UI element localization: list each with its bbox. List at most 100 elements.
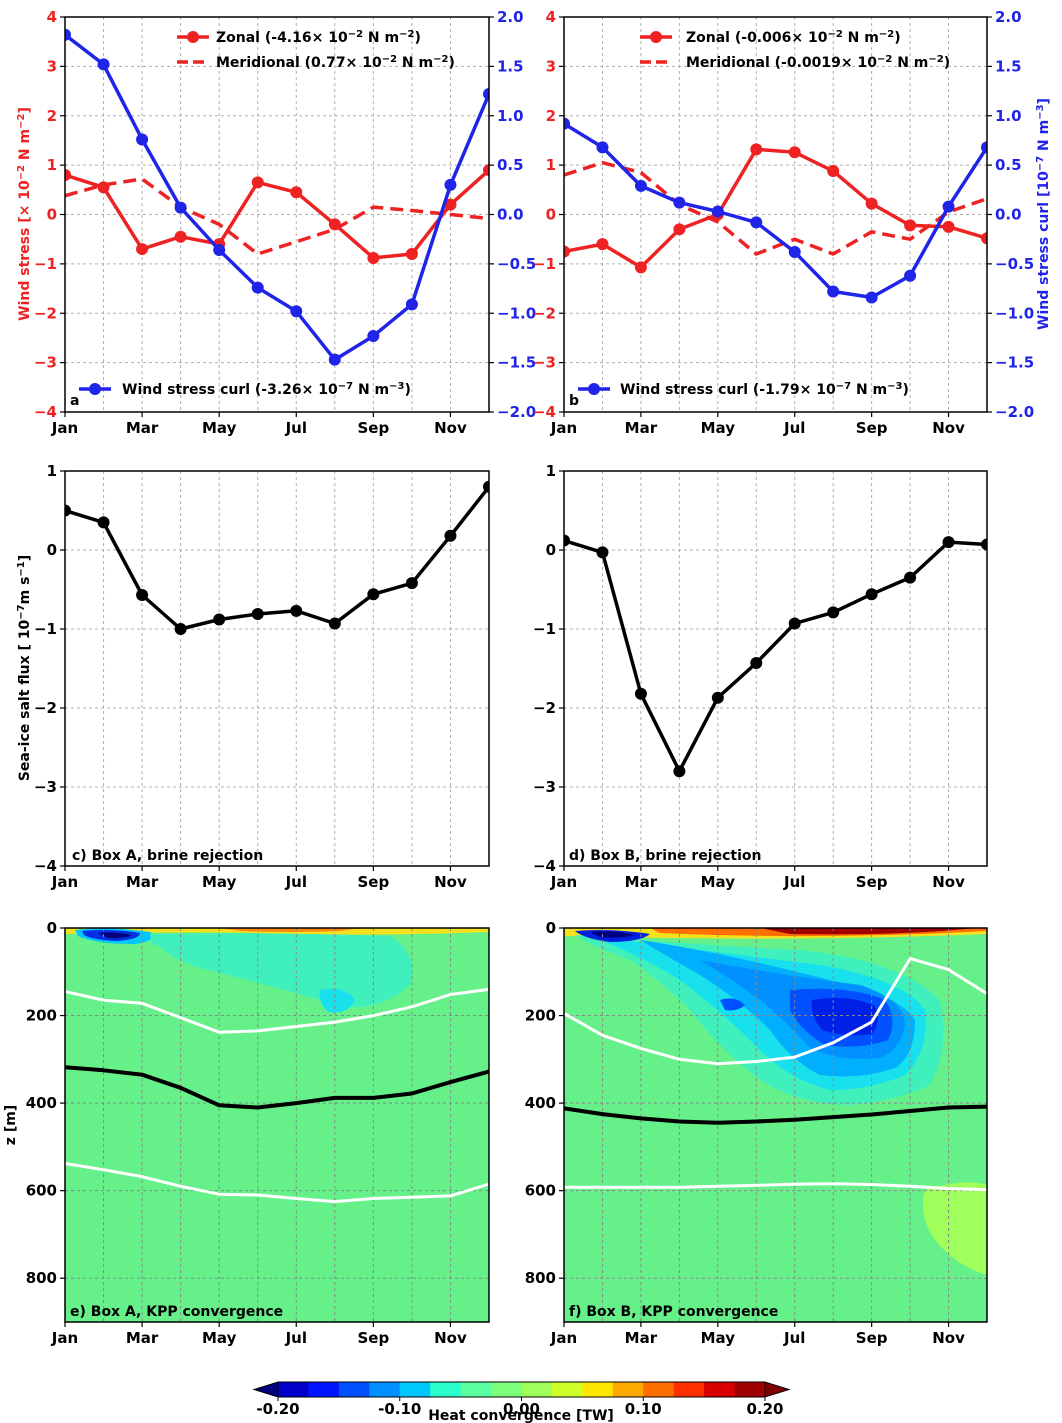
panel-b-label: b [569, 393, 579, 409]
x-tick-label: Mar [625, 1329, 658, 1347]
x-tick-label: Jan [550, 873, 577, 891]
x-tick-label: Jan [51, 419, 78, 437]
y-tick-label: 400 [525, 1094, 556, 1112]
x-tick-label: Jul [783, 1329, 805, 1347]
data-point [673, 765, 686, 778]
data-point [483, 480, 489, 493]
data-point [865, 197, 878, 210]
panel-a-label: a [70, 393, 79, 409]
y-tick-label: −2 [533, 699, 556, 717]
panel-f-kpp-convergence: Jan Mar May Jul Sep Nov 0 200 400 600 800 f) Box B… [525, 919, 988, 1347]
data-point [904, 269, 917, 282]
right-tick-label: 1.0 [995, 107, 1022, 125]
series-line-1 [564, 160, 987, 256]
y-tick-label: 2 [47, 107, 57, 125]
data-point [788, 617, 801, 630]
panel-a-legend-zonal: Zonal (-4.16× 10−2 N m−2) [177, 29, 421, 46]
data-point [634, 261, 647, 274]
x-tick-label: Sep [358, 873, 390, 891]
panel-b-legend-meridional: Meridional (-0.0019× 10−2 N m−2) [640, 54, 950, 71]
x-tick-label: Jul [783, 419, 805, 437]
panel-e-label: e) Box A, KPP convergence [70, 1304, 283, 1320]
data-point [827, 165, 840, 178]
y-tick-label: −3 [34, 354, 57, 372]
data-point [328, 617, 341, 630]
colorbar-cell [704, 1382, 736, 1397]
series-line-0 [65, 168, 489, 260]
panel-b-legend-zonal: Zonal (-0.006× 10−2 N m−2) [640, 29, 901, 46]
panel-a-wind-stress: Jan Mar May Jul Sep Nov 4 3 2 1 0 −1 −2 −3 −4 2.0 1.5 1.0… [16, 8, 536, 437]
x-tick-label: Jul [285, 1329, 307, 1347]
colorbar-tick-label: -0.20 [256, 1400, 299, 1418]
x-tick-label: Jan [51, 1329, 78, 1347]
y-tick-label: −1 [34, 255, 57, 273]
data-point [251, 281, 264, 294]
colorbar-cell [673, 1382, 705, 1397]
colorbar-cell [399, 1382, 431, 1397]
y-tick-label: 200 [26, 1007, 57, 1025]
data-point [788, 246, 801, 259]
svg-text:Zonal (-0.006× 10−2 N m−2): Zonal (-0.006× 10−2 N m−2) [686, 29, 901, 46]
right-tick-label: 2.0 [497, 8, 524, 26]
data-point [942, 220, 955, 233]
colorbar-cell [551, 1382, 583, 1397]
svg-text:Meridional (0.77× 10−2 N m−2): Meridional (0.77× 10−2 N m−2) [216, 54, 455, 71]
colorbar-cell [734, 1382, 766, 1397]
svg-text:Wind stress curl (-3.26× 10−7: Wind stress curl (-3.26× 10−7 N m−3) [122, 381, 411, 398]
colorbar-cell [430, 1382, 462, 1397]
x-tick-label: Nov [932, 419, 965, 437]
panel-e-grid [65, 928, 489, 1322]
right-tick-label: −1.0 [995, 304, 1034, 322]
contour-line-0 [65, 987, 489, 1034]
x-tick-label: May [202, 419, 237, 437]
panel-a-y-axis-label: Wind stress [× 10−2 N m−2] [16, 107, 33, 321]
panel-b-series [564, 117, 987, 304]
series-line-1 [65, 177, 489, 256]
y-tick-label: 1 [546, 156, 556, 174]
colorbar-cell [308, 1382, 340, 1397]
data-point [981, 232, 987, 245]
y-tick-label: −3 [533, 354, 556, 372]
panel-d-ticks: Jan Mar May Jul Sep Nov 1 0 −1 −2 −3 −4 [533, 462, 965, 891]
panel-c-ticks: Jan Mar May Jul Sep Nov 1 0 −1 −2 −3 −4 [34, 462, 467, 891]
data-point [942, 200, 955, 213]
x-tick-label: Jan [550, 1329, 577, 1347]
panel-b-legend-curl: Wind stress curl (-1.79× 10−7 N m−3) [578, 381, 909, 398]
colorbar-extend-high [764, 1381, 791, 1398]
data-point [564, 534, 570, 547]
colorbar-cell [643, 1382, 675, 1397]
x-tick-label: May [701, 1329, 736, 1347]
series-line-0 [564, 147, 987, 270]
series-line-0 [65, 485, 489, 631]
colorbar-cell [491, 1382, 522, 1397]
x-tick-label: Jul [285, 419, 307, 437]
panel-e-y-axis-label: z [m] [3, 1105, 19, 1145]
y-tick-label: 0 [546, 541, 556, 559]
y-tick-label: −3 [533, 778, 556, 796]
data-point [213, 613, 226, 626]
panel-c-grid [65, 471, 489, 866]
y-tick-label: −1 [533, 255, 556, 273]
right-tick-label: −1.5 [995, 354, 1034, 372]
data-point [788, 146, 801, 159]
colorbar-extend-low [252, 1381, 279, 1398]
data-point [65, 504, 71, 517]
panel-c-y-axis-label: Sea-ice salt flux [ 10−7m s−1] [16, 555, 33, 781]
y-tick-label: 3 [546, 57, 556, 75]
data-point [865, 588, 878, 601]
colorbar: -0.20 -0.10 0.00 0.10 0.20 Heat convergence … [252, 1381, 791, 1423]
colorbar-cell [521, 1382, 553, 1397]
data-point [328, 353, 341, 366]
data-point [97, 58, 110, 71]
colorbar-cell [460, 1382, 492, 1397]
y-tick-label: 1 [546, 462, 556, 480]
panel-b-wind-stress: Jan Mar May Jul Sep Nov 4 3 2 1 0 −1 −2 −3 −4 2.0 1.5 1.0… [533, 8, 1052, 437]
y-tick-label: 1 [47, 156, 57, 174]
x-tick-label: Mar [126, 1329, 159, 1347]
y-tick-label: −2 [533, 304, 556, 322]
x-tick-label: May [701, 419, 736, 437]
panel-a-series [65, 28, 489, 366]
x-tick-label: Jan [51, 873, 78, 891]
panel-c-label: c) Box A, brine rejection [72, 848, 263, 864]
